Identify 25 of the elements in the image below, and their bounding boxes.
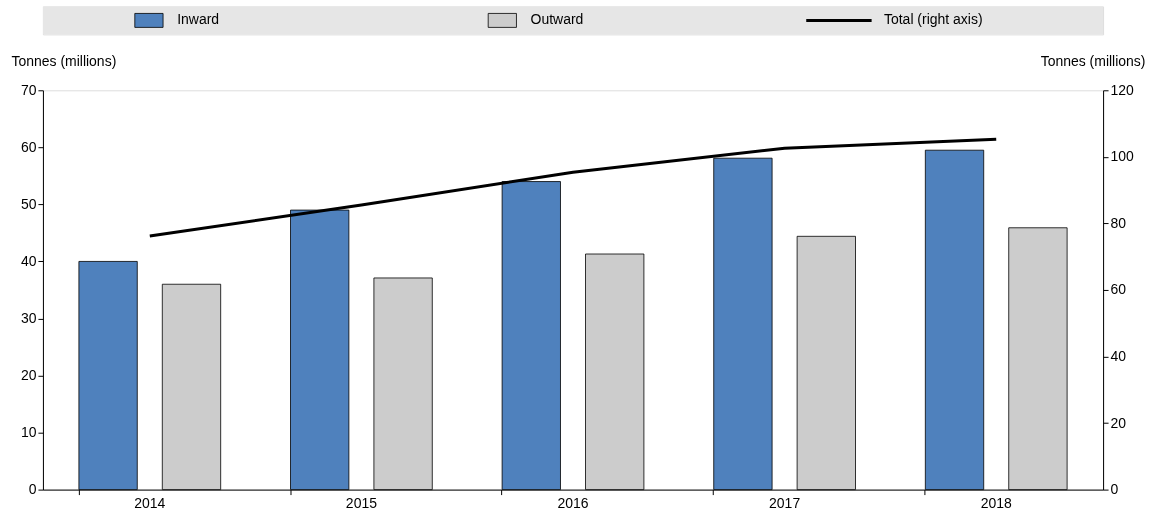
legend-label: Inward <box>177 11 220 28</box>
y2-tick-label: 60 <box>1110 281 1127 298</box>
y-tick-label: 30 <box>20 309 37 326</box>
legend-label: Outward <box>530 11 584 28</box>
y-axis-title: Tonnes (millions) <box>11 52 117 69</box>
y2-tick-label: 0 <box>1110 481 1119 498</box>
x-tick-label: 2017 <box>769 495 801 512</box>
y-tick-label: 50 <box>20 195 37 212</box>
y-tick-label: 60 <box>20 138 37 155</box>
y2-tick-label: 20 <box>1110 414 1127 431</box>
y-tick-label: 10 <box>20 424 37 441</box>
y2-axis-title: Tonnes (millions) <box>1040 52 1146 69</box>
y-tick-label: 20 <box>20 367 37 383</box>
y2-tick-label: 80 <box>1110 214 1127 231</box>
y2-tick-label: 40 <box>1110 347 1127 364</box>
x-tick-label: 2014 <box>134 495 166 512</box>
y2-tick-label: 100 <box>1110 148 1135 165</box>
y-tick-label: 70 <box>20 81 37 98</box>
x-tick-label: 2018 <box>980 495 1012 512</box>
y2-tick-label: 120 <box>1110 81 1135 98</box>
y-tick-label: 40 <box>20 252 37 269</box>
x-tick-label: 2015 <box>345 495 378 512</box>
legend-label: Total (right axis) <box>883 11 983 28</box>
y-tick-label: 0 <box>28 481 37 498</box>
x-tick-label: 2016 <box>557 495 589 512</box>
